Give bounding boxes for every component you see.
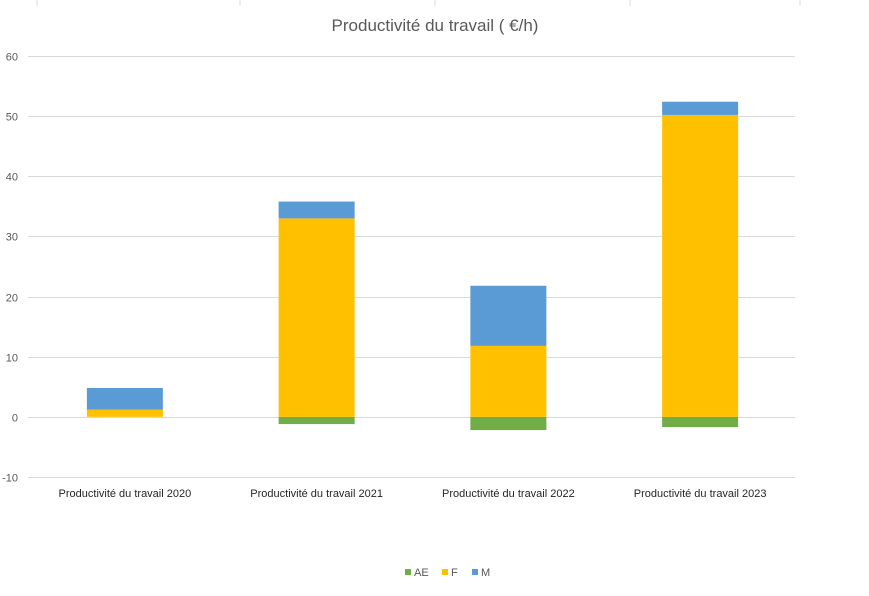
bar-m-3 bbox=[470, 285, 547, 346]
y-tick-label: -10 bbox=[2, 473, 18, 485]
legend: AE F M bbox=[405, 567, 490, 579]
x-category-label: Productivité du travail 2022 bbox=[442, 488, 575, 500]
legend-swatch-f bbox=[442, 569, 448, 575]
bar-ae-3 bbox=[470, 416, 547, 431]
y-tick-label: 60 bbox=[6, 52, 18, 64]
bars bbox=[86, 101, 739, 431]
y-tick-label: 0 bbox=[12, 413, 18, 425]
bar-ae-4 bbox=[662, 416, 739, 428]
y-tick-label: 20 bbox=[6, 293, 18, 305]
y-tick-label: 40 bbox=[6, 172, 18, 184]
x-category-label: Productivité du travail 2023 bbox=[634, 488, 767, 500]
chart-title: Productivité du travail ( €/h) bbox=[332, 16, 539, 35]
y-tick-label: 50 bbox=[6, 112, 18, 124]
x-category-label: Productivité du travail 2021 bbox=[250, 488, 383, 500]
y-tick-label: 30 bbox=[6, 232, 18, 244]
bar-m-1 bbox=[86, 387, 163, 410]
bar-f-3 bbox=[470, 345, 547, 417]
legend-label-ae: AE bbox=[414, 567, 429, 579]
bar-m-4 bbox=[662, 101, 739, 115]
legend-swatch-ae bbox=[405, 569, 411, 575]
legend-label-m: M bbox=[481, 567, 490, 579]
top-separators bbox=[36, 0, 801, 6]
bar-f-1 bbox=[86, 409, 163, 417]
legend-label-f: F bbox=[451, 567, 458, 579]
x-axis-labels: Productivité du travail 2020 Productivité… bbox=[59, 488, 767, 500]
bar-ae-2 bbox=[278, 416, 355, 425]
x-category-label: Productivité du travail 2020 bbox=[59, 488, 192, 500]
bar-f-4 bbox=[662, 114, 739, 417]
legend-swatch-m bbox=[472, 569, 478, 575]
bar-m-2 bbox=[278, 201, 355, 219]
y-tick-label: 10 bbox=[6, 353, 18, 365]
bar-f-2 bbox=[278, 218, 355, 417]
y-axis-ticks: -10 0 10 20 30 40 50 60 bbox=[2, 52, 18, 485]
